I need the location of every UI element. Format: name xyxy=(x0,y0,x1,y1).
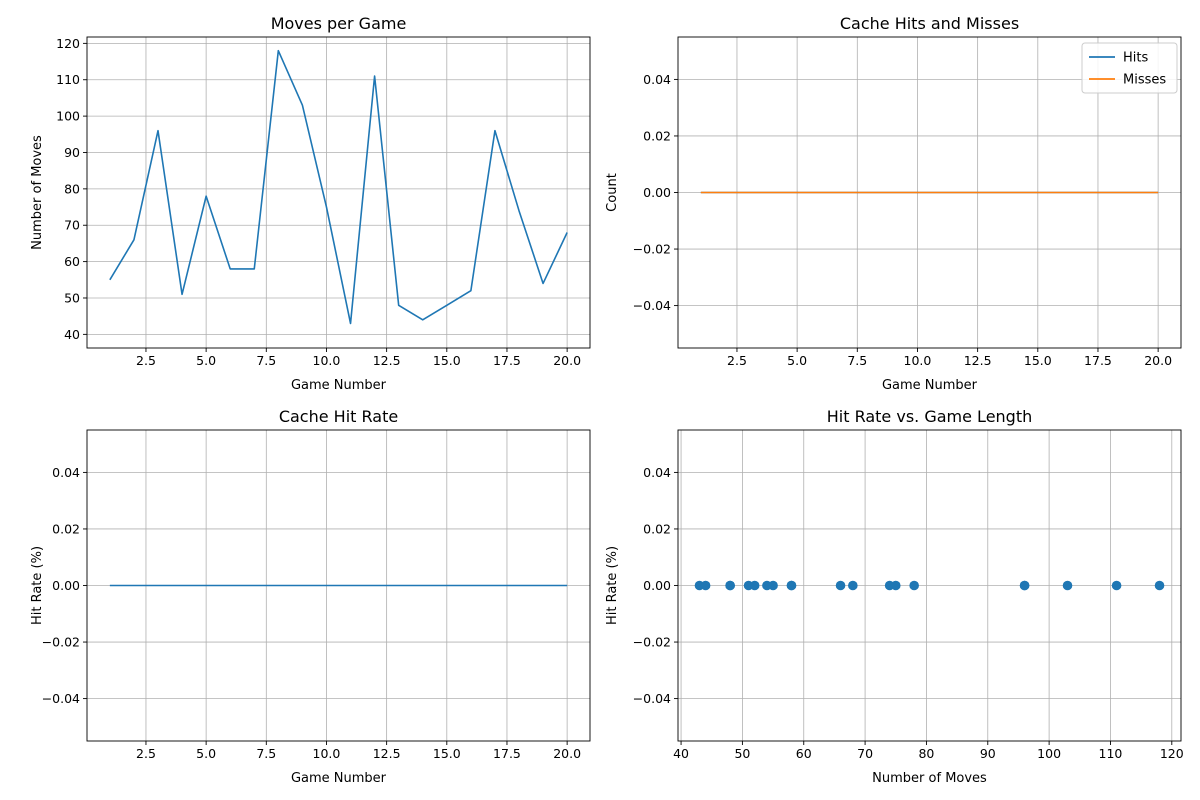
y-tick-label: 60 xyxy=(64,254,80,269)
scatter-point xyxy=(762,580,772,591)
y-tick-label: 0.04 xyxy=(643,465,671,480)
x-tick-label: 2.5 xyxy=(136,746,156,761)
y-tick-label: −0.02 xyxy=(42,635,80,650)
x-tick-label: 7.5 xyxy=(847,353,867,368)
y-tick-label: −0.04 xyxy=(42,691,80,706)
chart-title: Cache Hit Rate xyxy=(279,407,398,426)
chart-panel-2: 2.5 5.0 7.5 10.0 12.5 15.0 17.5 20.0 −0.04 −0.02 0… xyxy=(605,14,1182,393)
y-tick-label: −0.02 xyxy=(633,635,671,650)
chart-panel-4: 40 50 60 70 80 90 100 110 120 −0.04 −0.02 0.00 0.02 0… xyxy=(605,407,1184,786)
y-tick-label: 80 xyxy=(64,181,80,196)
x-tick-label: 15.0 xyxy=(433,353,461,368)
y-axis-label: Number of Moves xyxy=(30,135,45,250)
scatter-point xyxy=(1062,580,1073,591)
scatter-point xyxy=(884,580,895,591)
scatter-point xyxy=(1019,580,1030,591)
x-tick-label: 50 xyxy=(734,746,750,761)
x-tick-label: 12.5 xyxy=(373,746,401,761)
x-tick-label: 60 xyxy=(796,746,812,761)
chart-title: Hit Rate vs. Game Length xyxy=(827,407,1033,426)
y-tick-label: 0.02 xyxy=(52,521,80,536)
x-tick-label: 2.5 xyxy=(136,353,156,368)
y-tick-label: 0.04 xyxy=(52,465,80,480)
x-tick-label: 20.0 xyxy=(553,353,581,368)
x-tick-label: 12.5 xyxy=(373,353,401,368)
scatter-point xyxy=(749,580,760,591)
y-tick-label: 0.00 xyxy=(52,578,80,593)
x-tick-label: 20.0 xyxy=(553,746,581,761)
y-tick-label: 120 xyxy=(56,36,80,51)
x-tick-label: 5.0 xyxy=(787,353,807,368)
y-tick-label: 70 xyxy=(64,218,80,233)
y-tick-label: 0.00 xyxy=(643,578,671,593)
x-tick-label: 80 xyxy=(918,746,934,761)
x-tick-label: 70 xyxy=(857,746,873,761)
series-line-1 xyxy=(109,49,568,325)
axes-frame xyxy=(86,36,591,349)
x-tick-label: 90 xyxy=(980,746,996,761)
legend-label: Hits xyxy=(1123,51,1148,66)
scatter-point xyxy=(835,580,846,591)
y-tick-label: 0.02 xyxy=(643,521,671,536)
y-tick-label: −0.04 xyxy=(633,691,671,706)
x-tick-label: 7.5 xyxy=(256,746,276,761)
y-tick-label: 0.00 xyxy=(643,185,671,200)
scatter-point xyxy=(786,580,797,591)
x-tick-label: 5.0 xyxy=(196,353,216,368)
scatter-point xyxy=(909,580,919,591)
plot-area xyxy=(694,580,1165,591)
y-axis-label: Hit Rate (%) xyxy=(30,546,45,625)
x-tick-label: 40 xyxy=(673,746,689,761)
x-tick-label: 5.0 xyxy=(196,746,216,761)
x-tick-label: 7.5 xyxy=(256,353,276,368)
x-tick-label: 17.5 xyxy=(493,353,521,368)
y-tick-label: 40 xyxy=(64,327,80,342)
y-tick-label: 50 xyxy=(64,290,80,305)
x-axis-label: Game Number xyxy=(291,771,387,786)
y-axis-label: Count xyxy=(605,173,620,212)
x-tick-label: 10.0 xyxy=(313,746,341,761)
x-tick-label: 120 xyxy=(1160,746,1184,761)
scatter-point xyxy=(725,580,735,591)
x-tick-label: 15.0 xyxy=(433,746,461,761)
y-tick-label: 100 xyxy=(56,109,80,124)
y-tick-label: 0.02 xyxy=(643,128,671,143)
y-axis-label: Hit Rate (%) xyxy=(605,546,620,625)
x-tick-label: 17.5 xyxy=(493,746,521,761)
x-tick-label: 20.0 xyxy=(1144,353,1172,368)
x-tick-label: 17.5 xyxy=(1084,353,1112,368)
x-tick-label: 10.0 xyxy=(904,353,932,368)
x-tick-label: 12.5 xyxy=(964,353,992,368)
y-tick-label: 110 xyxy=(56,72,80,87)
legend-box xyxy=(1081,42,1178,94)
chart-panel-1: 2.5 5.0 7.5 10.0 12.5 15.0 17.5 20.0 40 50 60 70 80 9… xyxy=(30,14,591,393)
scatter-point xyxy=(1111,580,1122,591)
chart-title: Moves per Game xyxy=(271,14,407,33)
chart-title: Cache Hits and Misses xyxy=(840,14,1019,33)
chart-panel-3: 2.5 5.0 7.5 10.0 12.5 15.0 17.5 20.0 −0.04 −0.02 0… xyxy=(30,407,591,786)
x-axis-label: Game Number xyxy=(882,378,978,393)
y-tick-label: −0.02 xyxy=(633,242,671,257)
scatter-point xyxy=(700,580,711,591)
scatter-point xyxy=(848,580,858,591)
x-tick-label: 110 xyxy=(1099,746,1123,761)
x-axis-label: Number of Moves xyxy=(872,771,987,786)
x-tick-label: 100 xyxy=(1037,746,1061,761)
x-axis-label: Game Number xyxy=(291,378,387,393)
scatter-point xyxy=(1154,580,1165,591)
y-tick-label: 0.04 xyxy=(643,72,671,87)
legend: Hits Misses xyxy=(1081,42,1178,94)
y-tick-label: −0.04 xyxy=(633,298,671,313)
x-tick-label: 2.5 xyxy=(727,353,747,368)
legend-label: Misses xyxy=(1123,73,1166,88)
x-tick-label: 15.0 xyxy=(1024,353,1052,368)
y-tick-label: 90 xyxy=(64,145,80,160)
plot-area xyxy=(109,49,568,325)
x-tick-label: 10.0 xyxy=(313,353,341,368)
